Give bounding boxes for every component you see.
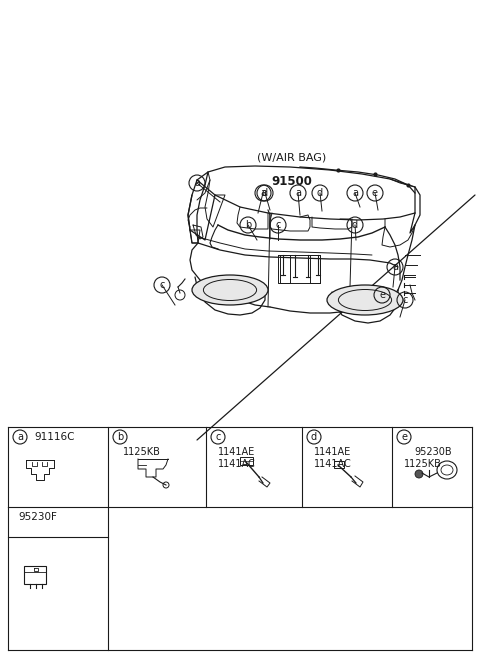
Circle shape [415,470,423,478]
Text: 1141AC: 1141AC [314,459,352,469]
Text: e: e [401,432,407,442]
Text: d: d [317,188,323,198]
Text: b: b [245,220,251,230]
Bar [280,255,290,283]
Text: 1125KB: 1125KB [123,447,161,457]
Text: 1125KB: 1125KB [404,459,442,469]
Text: a: a [392,262,398,272]
Text: 1141AC: 1141AC [218,459,256,469]
Text: 91500: 91500 [272,175,312,188]
Text: b: b [117,432,123,442]
Bar [24,566,46,584]
Text: (W/AIR BAG): (W/AIR BAG) [257,153,326,163]
Text: c: c [159,280,165,290]
Ellipse shape [327,285,403,315]
Text: c: c [276,220,281,230]
Text: 95230F: 95230F [18,512,57,522]
Text: a: a [260,188,266,198]
Ellipse shape [192,275,268,305]
Text: d: d [311,432,317,442]
Text: c: c [216,432,221,442]
Text: d: d [352,220,358,230]
Text: 91116C: 91116C [34,432,74,442]
Bar [240,457,253,465]
Text: 95230B: 95230B [414,447,452,457]
Bar [334,461,344,468]
Text: a: a [194,178,200,188]
Text: a: a [352,188,358,198]
Text: a: a [295,188,301,198]
Text: d: d [262,188,268,198]
Text: c: c [402,295,408,305]
Text: 1141AE: 1141AE [314,447,351,457]
Text: e: e [379,290,385,300]
Bar [310,255,320,283]
Text: a: a [17,432,23,442]
Text: 1141AE: 1141AE [218,447,255,457]
Text: e: e [372,188,378,198]
